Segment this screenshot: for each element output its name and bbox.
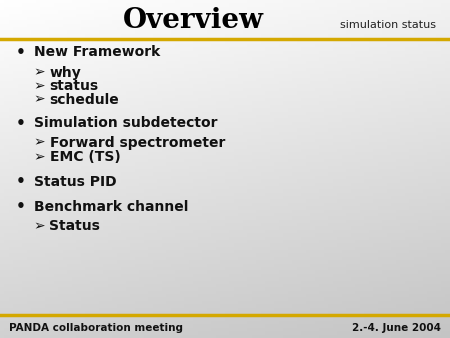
Text: •: •: [16, 45, 26, 60]
Text: •: •: [16, 174, 26, 189]
Text: Simulation subdetector: Simulation subdetector: [34, 116, 217, 130]
Text: why: why: [50, 66, 81, 80]
Text: Benchmark channel: Benchmark channel: [34, 200, 188, 214]
Text: Status: Status: [50, 219, 100, 234]
Text: schedule: schedule: [50, 93, 119, 107]
Text: ➢: ➢: [34, 150, 45, 164]
Text: EMC (TS): EMC (TS): [50, 150, 120, 164]
Text: simulation status: simulation status: [341, 20, 436, 30]
Text: Overview: Overview: [123, 7, 264, 34]
Text: ➢: ➢: [34, 93, 45, 107]
Text: •: •: [16, 116, 26, 131]
Text: 2.-4. June 2004: 2.-4. June 2004: [352, 323, 441, 333]
Text: PANDA collaboration meeting: PANDA collaboration meeting: [9, 323, 183, 333]
Text: ➢: ➢: [34, 219, 45, 234]
Text: •: •: [16, 199, 26, 214]
Text: ➢: ➢: [34, 79, 45, 93]
Text: Forward spectrometer: Forward spectrometer: [50, 136, 225, 150]
Text: ➢: ➢: [34, 136, 45, 150]
Text: New Framework: New Framework: [34, 45, 160, 59]
Text: Status PID: Status PID: [34, 175, 117, 189]
Text: ➢: ➢: [34, 66, 45, 80]
Text: status: status: [50, 79, 99, 93]
